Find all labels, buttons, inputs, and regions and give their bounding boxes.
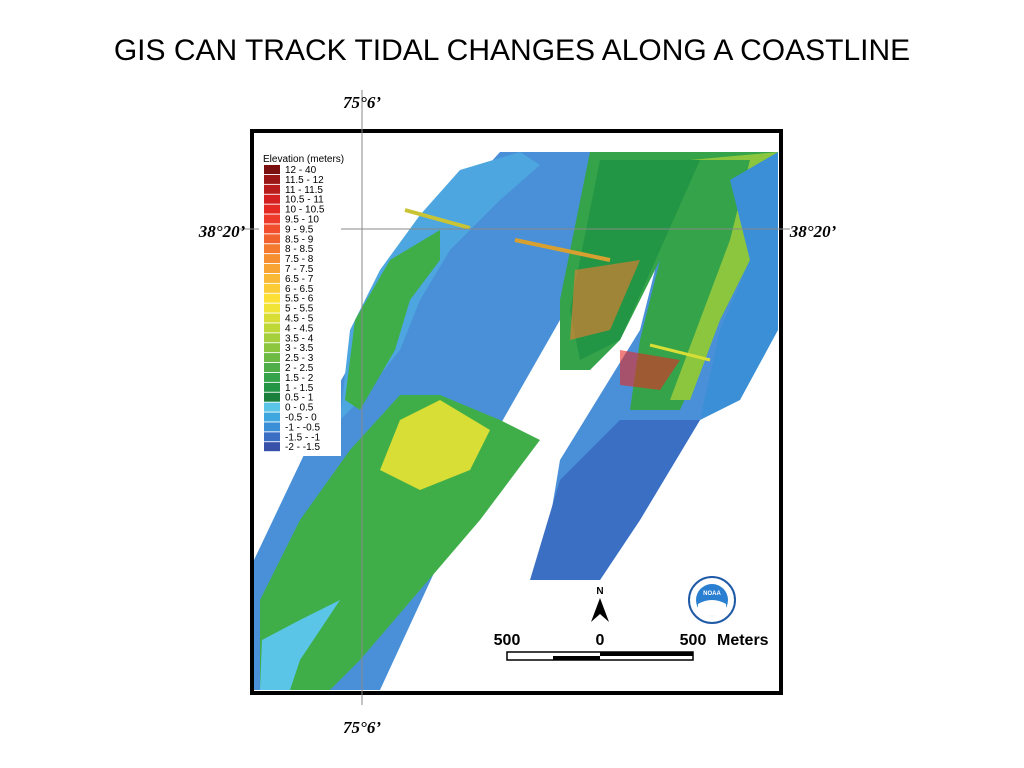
lon-label: 75°6’ <box>343 93 381 112</box>
legend-swatch <box>264 313 280 323</box>
legend-label: 11.5 - 12 <box>285 175 324 186</box>
legend-swatch <box>264 184 280 194</box>
map-frame <box>250 129 783 695</box>
scale-segment <box>600 652 693 656</box>
scale-label: 500 <box>494 632 521 649</box>
buildings <box>570 260 640 340</box>
legend-swatch <box>264 283 280 293</box>
legend-swatch <box>264 194 280 204</box>
legend-label: 2.5 - 3 <box>285 353 314 364</box>
scale-bar: 500 0 500 Meters <box>494 632 769 661</box>
legend-label: 9.5 - 10 <box>285 215 319 226</box>
legend-label: -0.5 - 0 <box>285 413 317 424</box>
legend-swatch <box>264 343 280 353</box>
legend-swatch <box>264 392 280 402</box>
lon-label: 75°6’ <box>343 718 381 737</box>
legend-swatch <box>264 323 280 333</box>
legend-label: 9 - 9.5 <box>285 224 314 235</box>
north-label: N <box>596 586 603 597</box>
legend-label: 4.5 - 5 <box>285 314 314 325</box>
legend-title: Elevation (meters) <box>263 154 344 165</box>
legend-swatch <box>264 234 280 244</box>
lat-label: 38°20’ <box>789 222 837 241</box>
legend-label: 4 - 4.5 <box>285 323 314 334</box>
bridge <box>514 238 611 262</box>
legend-swatch <box>264 273 280 283</box>
map <box>250 129 783 695</box>
legend-label: 1.5 - 2 <box>285 373 314 384</box>
south-east-water <box>530 420 700 580</box>
legend-swatch <box>264 353 280 363</box>
lat-label: 38°20’ <box>198 222 246 241</box>
legend-label: 7.5 - 8 <box>285 254 314 265</box>
legend-swatch <box>264 214 280 224</box>
legend-label: -1 - -0.5 <box>285 422 320 433</box>
ocean <box>700 152 778 420</box>
scale-label: 0 <box>596 632 605 649</box>
legend-label: 0.5 - 1 <box>285 393 314 404</box>
legend-label: 0 - 0.5 <box>285 403 314 414</box>
legend-swatch <box>264 174 280 184</box>
legend-swatch <box>264 303 280 313</box>
legend-label: 2 - 2.5 <box>285 363 314 374</box>
legend-label: 6.5 - 7 <box>285 274 314 285</box>
legend-swatch <box>264 382 280 392</box>
south-shore <box>260 600 340 690</box>
legend-swatch <box>264 422 280 432</box>
legend-label: 7 - 7.5 <box>285 264 314 275</box>
legend-label: 3.5 - 4 <box>285 333 314 344</box>
legend-swatch <box>264 293 280 303</box>
legend-label: 6 - 6.5 <box>285 284 314 295</box>
legend-label: 12 - 40 <box>285 165 317 176</box>
legend-label: 5 - 5.5 <box>285 304 314 315</box>
legend-swatch <box>264 165 280 174</box>
logo-text: NOAA <box>703 591 721 597</box>
legend-label: 10.5 - 11 <box>285 195 324 206</box>
legend-label: 11 - 11.5 <box>285 185 323 196</box>
legend-label: 3 - 3.5 <box>285 343 314 354</box>
legend-label: 8 - 8.5 <box>285 244 314 255</box>
spit-land <box>345 230 440 410</box>
legend-label: -2 - -1.5 <box>285 442 320 453</box>
scale-unit: Meters <box>717 632 769 649</box>
legend-swatch <box>264 224 280 234</box>
noaa-logo: NOAA <box>688 576 736 624</box>
scale-label: 500 <box>680 632 707 649</box>
buildings-south <box>620 350 680 390</box>
title: GIS CAN TRACK TIDAL CHANGES ALONG A COAS… <box>114 34 910 67</box>
arrow <box>591 598 609 622</box>
legend-swatch <box>264 402 280 412</box>
legend-swatch <box>264 432 280 442</box>
legend-swatch <box>264 372 280 382</box>
legend-swatch <box>264 442 280 452</box>
legend-label: 10 - 10.5 <box>285 205 325 216</box>
logo-bird <box>698 600 726 616</box>
legend-swatch <box>264 204 280 214</box>
legend-label: -1.5 - -1 <box>285 432 320 443</box>
scale-segment <box>553 656 600 660</box>
legend-swatch <box>264 254 280 264</box>
legend-swatch <box>264 244 280 254</box>
legend-label: 5.5 - 6 <box>285 294 314 305</box>
legend-swatch <box>264 363 280 372</box>
north-arrow: N <box>591 586 609 622</box>
bridge <box>404 208 471 230</box>
legend-swatch <box>264 264 280 273</box>
legend-swatch <box>264 333 280 343</box>
south-high <box>380 400 490 490</box>
legend-label: 1 - 1.5 <box>285 383 314 394</box>
bridge <box>649 343 711 362</box>
legend-label: 8.5 - 9 <box>285 234 314 245</box>
legend-swatch <box>264 412 280 422</box>
